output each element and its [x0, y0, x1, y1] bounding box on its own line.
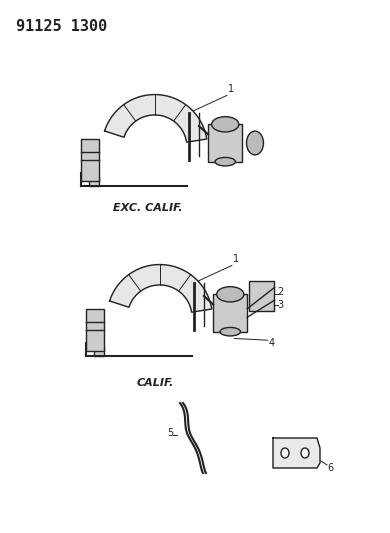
Text: 1: 1	[228, 84, 234, 94]
Bar	[213, 294, 247, 332]
Text: 5: 5	[167, 428, 173, 438]
Bar	[249, 281, 275, 311]
Text: 1: 1	[233, 254, 239, 264]
Polygon shape	[105, 94, 207, 142]
Bar	[208, 124, 242, 161]
Ellipse shape	[246, 131, 264, 155]
Polygon shape	[273, 438, 320, 468]
Text: EXC. CALIF.: EXC. CALIF.	[113, 203, 183, 213]
Text: 6: 6	[327, 463, 333, 473]
Bar	[86, 309, 105, 351]
Ellipse shape	[215, 157, 236, 166]
Ellipse shape	[220, 327, 241, 336]
Text: 2: 2	[277, 287, 283, 297]
Text: CALIF.: CALIF.	[136, 378, 174, 388]
Ellipse shape	[301, 448, 309, 458]
Bar	[94, 347, 105, 356]
Polygon shape	[110, 264, 212, 312]
Bar	[89, 177, 99, 185]
Bar	[81, 139, 99, 181]
Text: 4: 4	[268, 338, 275, 348]
Ellipse shape	[217, 287, 244, 302]
Text: 91125 1300: 91125 1300	[16, 19, 107, 34]
Ellipse shape	[212, 117, 239, 132]
Text: 3: 3	[277, 300, 283, 310]
Ellipse shape	[281, 448, 289, 458]
